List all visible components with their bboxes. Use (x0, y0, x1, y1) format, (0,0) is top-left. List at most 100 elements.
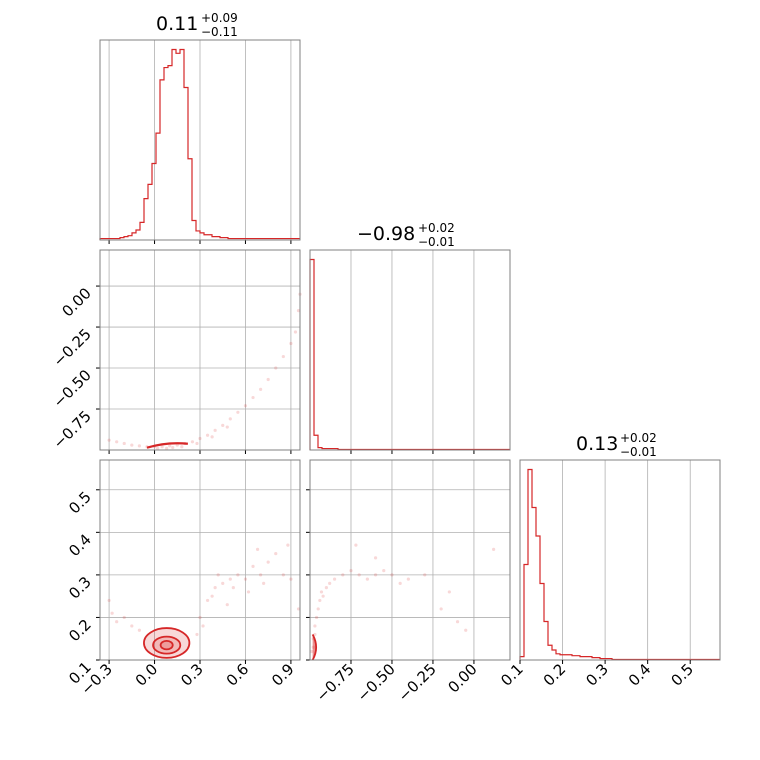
sample-point (122, 441, 126, 446)
sample-point (221, 423, 225, 428)
panel-frame (99, 249, 301, 451)
sample-point (316, 607, 320, 611)
y-tick-label-2-2: 0.3 (65, 573, 95, 603)
x-tick-label-0-4: 0.9 (268, 660, 298, 690)
sample-point (228, 577, 232, 581)
sample-point (251, 564, 255, 568)
scatter-panel-2-0 (96, 459, 301, 661)
title-param-2: 0.13 +0.02 −0.01 (576, 431, 657, 459)
histogram-panel-2 (519, 459, 721, 661)
sample-point (328, 581, 332, 586)
title-0-minus: −0.11 (201, 25, 238, 39)
sample-point (492, 547, 496, 551)
sample-point (213, 586, 217, 590)
sample-point (274, 552, 278, 556)
sample-point (171, 445, 175, 450)
x-tick-label-1-0: −0.75 (313, 660, 358, 705)
sample-point (110, 611, 114, 615)
sample-point (310, 649, 314, 654)
x-tick-label-0-3: 0.6 (223, 660, 253, 690)
sample-point (313, 624, 317, 628)
title-param-1: −0.98 +0.02 −0.01 (357, 221, 455, 249)
density-core (311, 634, 318, 661)
sample-point (165, 446, 169, 450)
sample-point (262, 581, 266, 586)
panel-frame (99, 39, 301, 241)
sample-point (266, 560, 270, 564)
sample-point (313, 632, 317, 637)
sample-point (286, 543, 290, 547)
sample-point (201, 624, 205, 628)
sample-point (398, 581, 402, 586)
sample-point (293, 330, 298, 334)
sample-point (447, 590, 451, 594)
sample-point (115, 620, 119, 624)
sample-point (319, 590, 324, 594)
y-tick-label-2-4: 0.5 (65, 488, 95, 518)
sample-point (259, 573, 263, 577)
sample-point (464, 628, 468, 632)
sample-point (198, 436, 202, 441)
sample-point (314, 615, 319, 620)
sample-point (228, 417, 232, 421)
histogram-line (309, 258, 510, 451)
histogram-panel-0 (99, 39, 301, 244)
sample-point (296, 607, 301, 611)
x-tick-label-2-3: 0.4 (625, 660, 655, 690)
title-2-minus: −0.01 (620, 445, 657, 459)
sample-point (236, 410, 240, 414)
title-param-0: 0.11 +0.09 −0.11 (156, 11, 238, 39)
sample-point (341, 573, 345, 577)
sample-point (246, 590, 251, 594)
y-tick-label-1-1: −0.50 (50, 366, 95, 411)
scatter-panel-1-0 (96, 249, 302, 454)
sample-point (221, 581, 225, 586)
sample-point (231, 586, 235, 590)
panels (96, 39, 721, 661)
title-2-plus: +0.02 (620, 431, 657, 445)
sample-point (251, 395, 255, 400)
sample-point (321, 594, 325, 598)
sample-point (115, 440, 119, 444)
sample-point (255, 547, 260, 551)
y-tick-label-1-3: 0.00 (58, 284, 94, 320)
density-contour (152, 635, 182, 655)
panel-frame (309, 249, 511, 451)
sample-point (198, 615, 202, 620)
sample-point (259, 387, 263, 391)
x-tick-label-1-2: −0.25 (395, 660, 440, 705)
y-tick-label-1-2: −0.25 (50, 325, 95, 370)
scatter-panel-2-1 (306, 459, 511, 661)
title-0-value: 0.11 (156, 13, 198, 35)
panel-frame (309, 459, 511, 661)
sample-point (439, 607, 443, 611)
sample-point (243, 577, 248, 581)
sample-point (205, 433, 210, 437)
sample-point (195, 632, 199, 637)
panel-frame (519, 459, 721, 661)
sample-point (205, 598, 210, 603)
sample-point (266, 377, 270, 382)
sample-point (236, 573, 240, 577)
sample-point (357, 573, 361, 577)
sample-point (373, 573, 378, 577)
sample-point (332, 577, 337, 581)
sample-point (107, 598, 111, 603)
sample-point (190, 440, 195, 444)
sample-point (210, 594, 214, 598)
sample-point (130, 624, 134, 628)
sample-point (423, 573, 427, 577)
title-1-plus: +0.02 (418, 221, 455, 235)
sample-point (274, 366, 278, 370)
sample-point (406, 577, 410, 581)
sample-point (289, 341, 293, 346)
x-tick-label-1-3: 0.00 (444, 660, 480, 696)
sample-point (137, 444, 141, 448)
x-tick-label-0-1: 0.0 (132, 660, 162, 690)
sample-point (107, 438, 111, 442)
sample-point (373, 556, 378, 560)
y-tick-label-2-1: 0.2 (65, 616, 95, 646)
x-tick-label-2-4: 0.5 (667, 660, 697, 690)
sample-point (122, 615, 126, 620)
